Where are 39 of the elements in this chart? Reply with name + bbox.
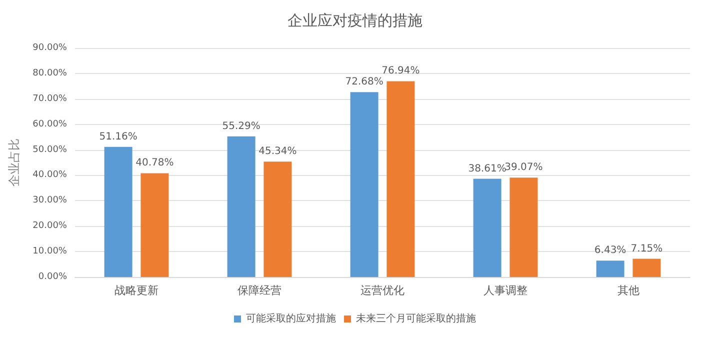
bar bbox=[104, 146, 132, 277]
data-label: 55.29% bbox=[222, 120, 260, 132]
bar bbox=[350, 92, 378, 277]
data-label: 45.34% bbox=[258, 146, 297, 158]
legend-label: 未来三个月可能采取的措施 bbox=[356, 312, 476, 324]
y-tick-label: 90.00% bbox=[32, 43, 68, 53]
y-tick-label: 50.00% bbox=[32, 144, 68, 155]
x-tick-label: 运营优化 bbox=[360, 284, 404, 297]
bar bbox=[632, 258, 661, 277]
data-label: 39.07% bbox=[504, 162, 543, 174]
data-label: 72.68% bbox=[345, 76, 384, 88]
bar bbox=[473, 178, 502, 277]
data-label: 40.78% bbox=[136, 158, 174, 169]
x-tick-label: 保障经营 bbox=[238, 284, 282, 297]
y-tick-label: 40.00% bbox=[32, 170, 68, 180]
y-axis-title: 企业占比 bbox=[7, 138, 21, 186]
x-tick-label: 战略更新 bbox=[114, 284, 158, 297]
y-tick-label: 70.00% bbox=[32, 94, 68, 104]
bar bbox=[227, 136, 256, 277]
bar bbox=[596, 260, 624, 277]
legend-label: 可能采取的应对措施 bbox=[246, 312, 336, 324]
y-tick-label: 0.00% bbox=[38, 272, 68, 282]
data-label: 7.15% bbox=[630, 243, 663, 254]
y-tick-label: 20.00% bbox=[32, 221, 68, 232]
data-label: 51.16% bbox=[99, 131, 138, 142]
y-tick-label: 30.00% bbox=[32, 196, 68, 206]
bar bbox=[386, 81, 415, 277]
y-tick-label: 80.00% bbox=[32, 68, 68, 78]
bar bbox=[264, 162, 292, 277]
data-label: 6.43% bbox=[594, 245, 626, 256]
y-tick-label: 10.00% bbox=[32, 246, 68, 257]
y-tick-label: 60.00% bbox=[32, 119, 68, 130]
bar bbox=[510, 178, 538, 277]
bar bbox=[140, 173, 169, 277]
data-label: 38.61% bbox=[468, 163, 506, 174]
data-label: 76.94% bbox=[382, 66, 420, 77]
x-tick-label: 其他 bbox=[618, 284, 640, 297]
chart-title: 企业应对疫情的措施 bbox=[288, 12, 422, 30]
x-tick-label: 人事调整 bbox=[484, 284, 528, 297]
